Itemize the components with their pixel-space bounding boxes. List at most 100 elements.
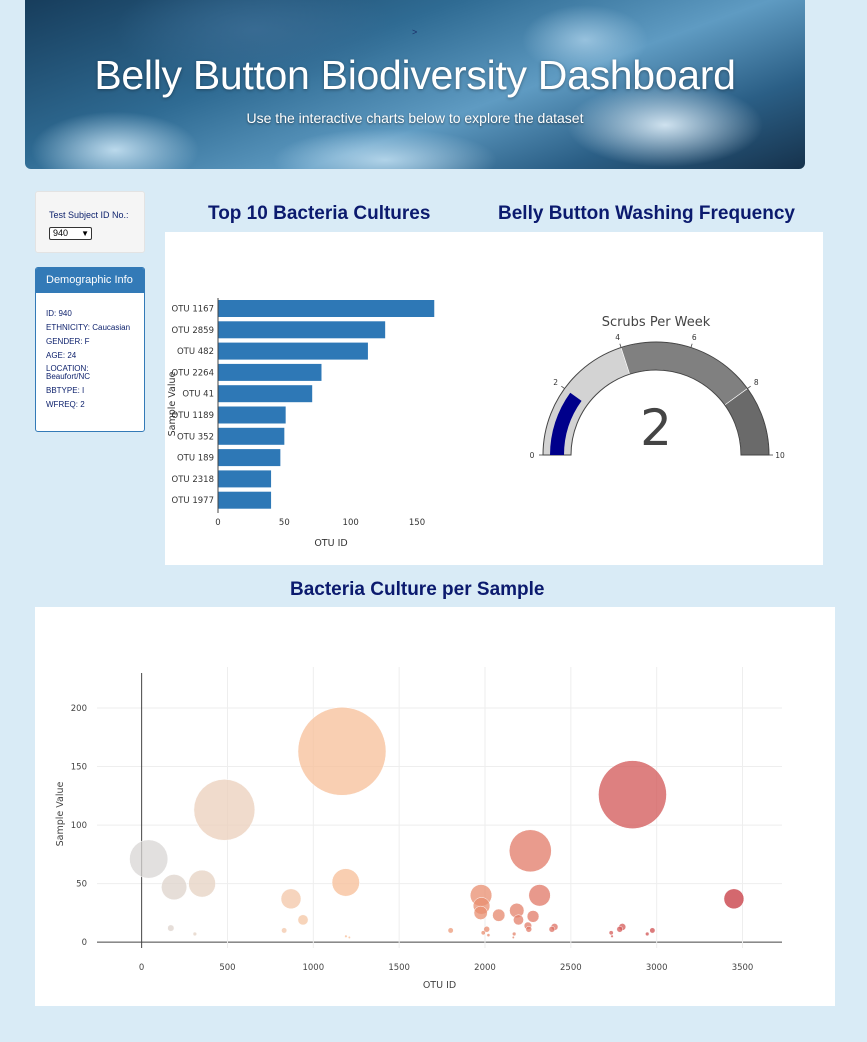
bubble [616,926,623,933]
bar [218,300,435,317]
gauge-tick-label: 8 [754,378,759,387]
x-tick-label: 500 [219,963,235,973]
gauge-outline [542,341,770,456]
x-tick-label: 2000 [474,963,496,973]
demo-id: ID: 940 [46,309,72,318]
bar-label: OTU 41 [182,390,214,400]
gauge-tick-label: 2 [553,378,558,387]
bubble [512,931,517,937]
bubble [188,869,216,898]
gauge-tick [561,385,565,389]
subject-selector-label: Test Subject ID No.: [49,210,129,220]
bar [218,406,286,424]
demographic-info-panel: Demographic Info ID: 940 ETHNICITY: Cauc… [35,267,145,432]
bar-label: OTU 189 [177,454,214,464]
gauge-tick-label: 10 [775,451,785,460]
gauge-title: Scrubs Per Week [602,315,711,330]
bubble [480,930,486,936]
bubble [280,888,302,910]
bar-label: OTU 1167 [172,305,214,315]
x-tick-label: 3000 [646,963,668,973]
bubble [511,936,515,939]
x-tick-label: 0 [139,963,144,973]
bar-label: OTU 1977 [172,496,214,506]
subject-id-select[interactable]: 940 ▼ [49,227,92,240]
x-axis-title: OTU ID [423,980,456,991]
bar-label: OTU 2264 [172,368,214,378]
bubble [297,707,387,796]
x-tick-label: 0 [215,518,220,528]
bubble [525,926,532,933]
demo-wfreq: WFREQ: 2 [46,400,85,409]
y-tick-label: 200 [71,704,87,714]
page-subtitle: Use the interactive charts below to expl… [246,110,584,126]
bar-chart[interactable]: OTU 1167 OTU 2859 OTU 482 OTU 2264 OTU 41 OTU… [165,232,485,565]
bar [218,321,386,339]
bar-chart-title: Top 10 Bacteria Cultures [208,203,431,224]
bar [218,470,272,488]
bar-label: OTU 2318 [172,475,214,485]
header-banner: > Belly Button Biodiversity Dashboard Us… [25,0,805,169]
bubble [528,884,551,907]
bubble [129,839,169,879]
page-title: Belly Button Biodiversity Dashboard [94,52,736,98]
bubble-chart-area: 0 50 100 150 200 0 500 1000 1500 2000 2500 3000 3500… [35,607,835,1006]
bubble [281,927,288,934]
bubble [492,908,506,922]
bubble [347,936,351,939]
bubble [447,927,454,934]
bubble [486,933,491,937]
gauge-step [620,341,748,406]
x-tick-label: 2500 [560,963,582,973]
bar-label: OTU 482 [177,347,214,357]
bubble [598,760,667,829]
bubble [645,931,650,937]
bar-label: OTU 352 [177,432,214,442]
demo-ethnicity: ETHNICITY: Caucasian [46,323,131,332]
bar [218,427,285,445]
gauge-tick [747,385,751,389]
y-tick-label: 0 [82,938,87,948]
bar [218,342,368,360]
y-tick-label: 50 [76,880,87,890]
gauge-chart-title: Belly Button Washing Frequency [498,203,795,224]
bubble [526,910,540,923]
bubble [193,779,256,841]
bar-label: OTU 1189 [172,411,214,421]
x-tick-label: 1000 [302,963,324,973]
bubble [192,931,197,937]
gauge-tick [690,343,693,348]
header-arrow: > [412,27,418,37]
gauge-value-label: 2 [640,399,672,457]
x-axis-title: OTU ID [314,538,347,549]
chevron-down-icon: ▼ [81,229,89,238]
x-tick-label: 1500 [388,963,410,973]
charts-top-area: OTU 1167 OTU 2859 OTU 482 OTU 2264 OTU 41 OTU… [165,232,823,565]
subject-selector-panel: Test Subject ID No.: 940 ▼ [35,191,145,253]
demographic-info-heading: Demographic Info [36,268,144,293]
bubble [344,934,348,938]
gauge-tick [619,343,622,348]
bubble [509,829,552,873]
bubble-chart-title: Bacteria Culture per Sample [290,579,545,600]
gauge-value-bar [550,392,582,455]
bubble [297,914,309,926]
bubble [608,930,614,936]
gauge-chart[interactable]: Scrubs Per Week 0 2 4 6 8 10 2 [505,232,805,565]
demo-location: LOCATION: Beaufort/NC [46,364,91,381]
y-axis-title: Sample Value [55,781,66,846]
bubble [331,868,360,897]
demo-gender: GENDER: F [46,337,90,346]
bubble [649,927,656,934]
bubble [723,888,745,910]
demo-bbtype: BBTYPE: I [46,386,85,395]
bubble [473,905,488,920]
gauge-tick-label: 4 [615,333,620,342]
demographic-info-body: ID: 940 ETHNICITY: Caucasian GENDER: F A… [36,293,144,409]
bubble [161,874,188,901]
y-axis-title: Sample Value [167,371,178,436]
y-tick-label: 100 [71,821,87,831]
bar [218,491,272,509]
bubble [513,914,524,926]
